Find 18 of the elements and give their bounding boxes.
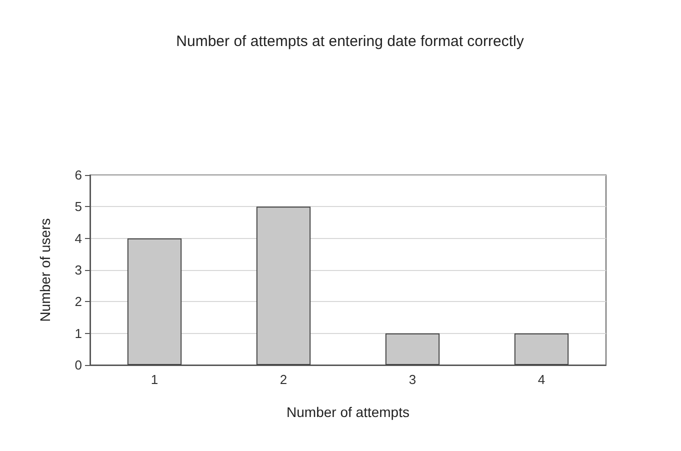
y-tick-label: 5: [74, 199, 82, 214]
y-tick-label: 3: [74, 262, 82, 278]
bar: [127, 238, 182, 365]
x-axis-title: Number of attempts: [286, 404, 410, 420]
y-tick-label: 4: [74, 230, 82, 246]
bar: [385, 333, 440, 365]
y-tick-label: 1: [74, 326, 82, 341]
x-tick-label: 1: [150, 372, 158, 387]
y-tick-label: 2: [74, 294, 82, 310]
chart-title: Number of attempts at entering date format correctly: [175, 32, 525, 52]
x-tick-label: 4: [538, 372, 546, 387]
x-tick-label: 3: [408, 372, 416, 387]
y-axis-title: Number of users: [37, 218, 53, 322]
bar: [256, 206, 311, 365]
x-tick-label: 2: [280, 372, 288, 387]
y-tick-label: 6: [74, 168, 82, 182]
y-tick-label: 0: [74, 358, 82, 372]
bar: [514, 333, 569, 365]
